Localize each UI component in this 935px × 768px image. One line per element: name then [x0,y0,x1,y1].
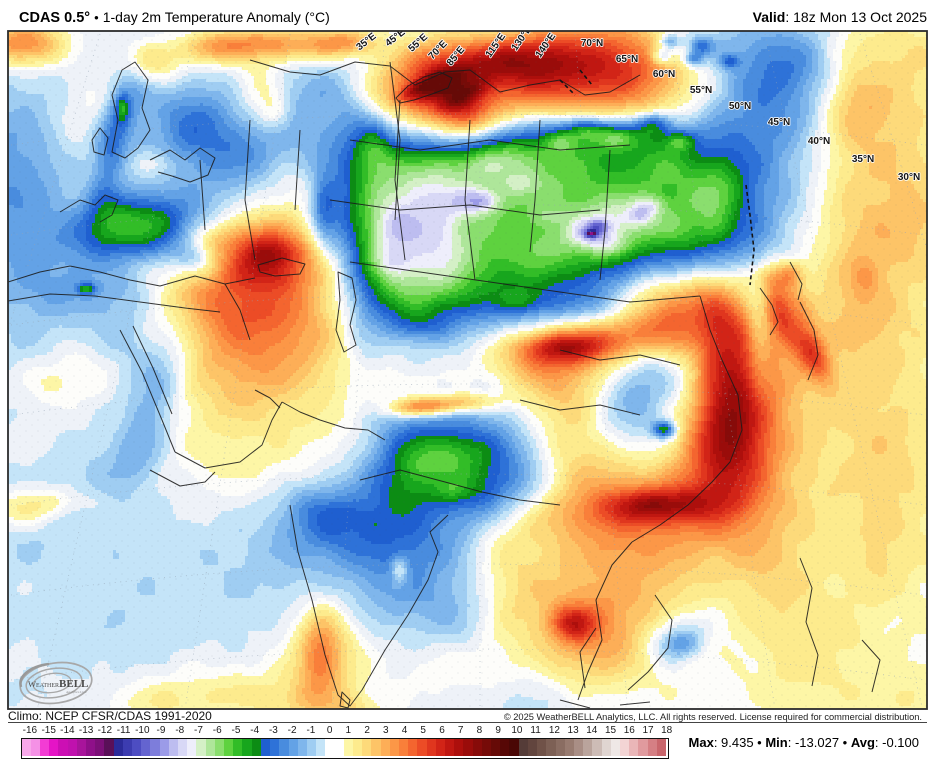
svg-text:40°N: 40°N [808,136,830,147]
svg-text:45°N: 45°N [768,117,790,128]
svg-text:55°N: 55°N [690,85,712,96]
svg-text:Analytics LLC: Analytics LLC [66,690,88,694]
svg-text:30°N: 30°N [898,172,920,183]
svg-text:35°N: 35°N [852,154,874,165]
svg-text:70°N: 70°N [581,38,603,49]
svg-text:65°N: 65°N [616,54,638,65]
svg-text:60°N: 60°N [653,69,675,80]
svg-text:50°N: 50°N [729,101,751,112]
